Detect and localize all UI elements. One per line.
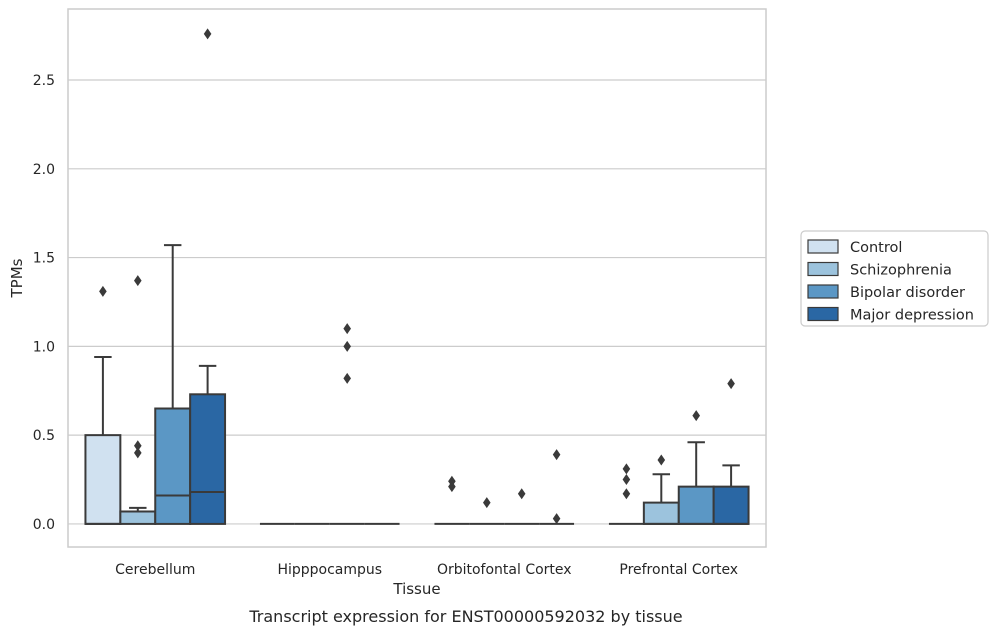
box	[642, 454, 680, 525]
box	[677, 410, 715, 525]
y-axis-label: TPMs	[8, 258, 26, 298]
outlier-marker	[134, 447, 142, 459]
box-body	[119, 510, 157, 525]
legend-swatch	[807, 239, 839, 254]
box-body	[642, 501, 680, 525]
outlier-marker	[134, 275, 142, 287]
box	[504, 488, 540, 525]
y-tick-label: 1.5	[33, 251, 55, 267]
box-body	[189, 393, 227, 525]
y-tick-label: 1.0	[33, 339, 55, 355]
outlier-marker	[448, 475, 456, 487]
box-body	[712, 485, 750, 525]
outlier-marker	[727, 378, 735, 390]
figure-caption: Transcript expression for ENST0000059203…	[248, 607, 682, 626]
legend-swatch	[807, 284, 839, 299]
x-tick-label: Hipppocampus	[277, 562, 382, 578]
legend-label: Schizophrenia	[850, 263, 952, 279]
box-series	[84, 28, 750, 525]
outlier-marker	[552, 449, 561, 461]
plot-area-frame	[67, 8, 767, 548]
box	[712, 378, 750, 525]
outlier-marker	[99, 285, 107, 297]
box	[329, 323, 365, 525]
x-tick-label: Orbitofontal Cortex	[437, 562, 572, 578]
outlier-marker	[657, 454, 666, 466]
box-body	[84, 434, 122, 525]
y-tick-label: 0.0	[33, 517, 55, 533]
legend-label: Major depression	[850, 308, 974, 324]
legend-frame	[800, 230, 989, 327]
box	[154, 244, 192, 525]
outlier-marker	[692, 410, 700, 422]
box	[189, 28, 227, 525]
outlier-marker	[552, 513, 561, 525]
outlier-marker	[203, 28, 212, 40]
x-tick-label: Prefrontal Cortex	[619, 562, 738, 578]
box	[119, 275, 157, 525]
x-axis-label: Tissue	[392, 580, 440, 598]
y-axis-ticks: 0.0 0.5 1.0 1.5 2.0 2.5	[33, 73, 55, 533]
outlier-marker	[622, 488, 631, 500]
legend-label: Control	[850, 240, 902, 256]
box	[608, 463, 644, 525]
box-body	[677, 485, 715, 525]
legend-swatch	[807, 306, 839, 322]
outlier-marker	[483, 497, 491, 509]
box	[434, 475, 470, 525]
outlier-marker	[622, 463, 631, 475]
box-body	[154, 407, 192, 525]
x-axis-ticks: Cerebellum Hipppocampus Orbitofontal Corte…	[115, 562, 738, 578]
legend-swatch	[807, 261, 839, 277]
outlier-marker	[134, 440, 142, 452]
y-tick-label: 2.0	[33, 162, 55, 178]
box	[469, 497, 505, 525]
y-tick-label: 0.5	[33, 428, 55, 444]
box	[539, 449, 575, 525]
outlier-marker	[622, 474, 631, 486]
outlier-marker	[343, 340, 351, 352]
x-tick-label: Cerebellum	[115, 562, 195, 578]
y-tick-label: 2.5	[33, 73, 55, 89]
outlier-marker	[517, 488, 526, 500]
outlier-marker	[343, 372, 351, 384]
outlier-marker	[343, 323, 351, 335]
box	[84, 285, 122, 525]
legend: Control Schizophrenia Bipolar disorder Majo…	[800, 230, 989, 327]
legend-label: Bipolar disorder	[850, 285, 965, 301]
